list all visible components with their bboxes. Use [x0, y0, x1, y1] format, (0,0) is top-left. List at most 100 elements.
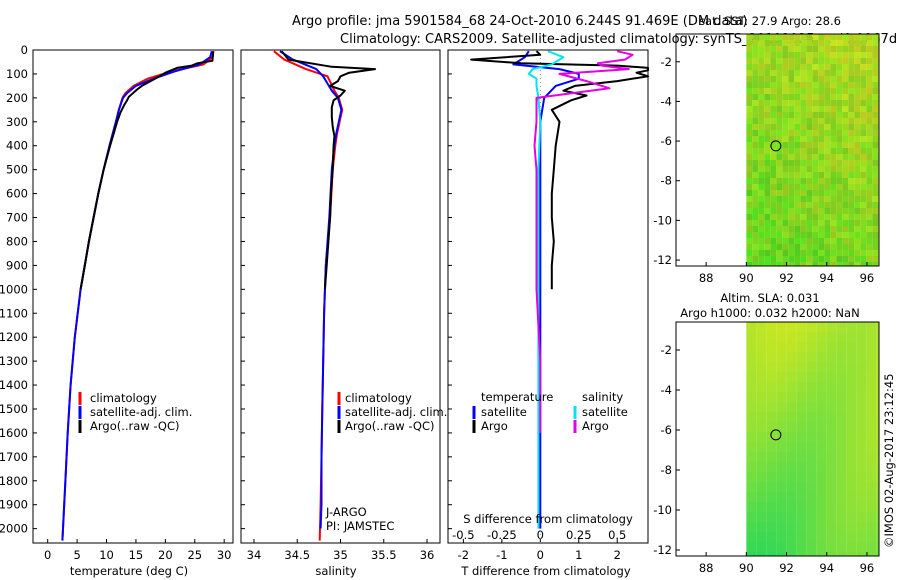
- map-cell: [756, 412, 767, 422]
- map-cell: [824, 46, 831, 52]
- map-cell: [848, 142, 855, 148]
- map-cell: [860, 244, 867, 250]
- map-cell: [856, 342, 867, 352]
- map-cell: [746, 256, 753, 262]
- map-cell: [866, 52, 873, 58]
- map-cell: [846, 502, 857, 512]
- map-cell: [806, 52, 813, 58]
- map-cell: [770, 202, 777, 208]
- map-cell: [824, 94, 831, 100]
- map-cell: [776, 70, 783, 76]
- map-cell: [824, 190, 831, 196]
- map-y-tick-label: -8: [661, 463, 672, 477]
- t-diff-tick-label: 0: [537, 548, 544, 562]
- map-cell: [866, 402, 877, 412]
- map-cell: [770, 40, 777, 46]
- sla-map: 88 90 92 94 96 -2 -4 -6 -8 -10 -12: [653, 321, 880, 575]
- map-cell: [776, 512, 787, 522]
- map-cell: [824, 256, 831, 262]
- map-cell: [806, 184, 813, 190]
- map-cell: [752, 220, 759, 226]
- map-cell: [872, 52, 879, 58]
- map-cell: [818, 202, 825, 208]
- map-cell: [776, 256, 783, 262]
- map-cell: [794, 34, 801, 40]
- map-cell: [846, 332, 857, 342]
- map-cell: [854, 202, 861, 208]
- map-cell: [786, 442, 797, 452]
- map-cell: [818, 70, 825, 76]
- map-cell: [776, 184, 783, 190]
- map-cell: [854, 58, 861, 64]
- map-cell: [848, 58, 855, 64]
- map-cell: [788, 52, 795, 58]
- map-cell: [860, 178, 867, 184]
- map-x-tick-label: 94: [819, 561, 834, 575]
- map-cell: [860, 214, 867, 220]
- map-cell: [794, 64, 801, 70]
- map-cell: [824, 88, 831, 94]
- map-cell: [770, 250, 777, 256]
- map-cell: [848, 172, 855, 178]
- map-cell: [796, 382, 807, 392]
- map-cell: [872, 46, 879, 52]
- map-cell: [758, 124, 765, 130]
- depth-tick-label: 500: [6, 163, 28, 177]
- map-cell: [806, 232, 813, 238]
- map-cell: [766, 372, 777, 382]
- map-cell: [746, 472, 757, 482]
- map-cell: [872, 94, 879, 100]
- map-cell: [836, 432, 847, 442]
- map-cell: [776, 382, 787, 392]
- map-cell: [824, 160, 831, 166]
- map-cell: [746, 502, 757, 512]
- map-cell: [796, 532, 807, 542]
- map-cell: [860, 166, 867, 172]
- map-cell: [876, 502, 879, 512]
- map-cell: [836, 70, 843, 76]
- map-cell: [854, 118, 861, 124]
- map-cell: [866, 40, 873, 46]
- map-cell: [818, 52, 825, 58]
- map-cell: [758, 88, 765, 94]
- salinity-panel-frame: [240, 49, 441, 544]
- map-cell: [770, 112, 777, 118]
- map-cell: [848, 178, 855, 184]
- map-cell: [794, 172, 801, 178]
- map-cell: [842, 154, 849, 160]
- temperature-tick-label: 30: [217, 548, 232, 562]
- map-cell: [766, 492, 777, 502]
- map-cell: [806, 208, 813, 214]
- map-cell: [876, 552, 879, 556]
- map-cell: [860, 208, 867, 214]
- map-cell: [836, 118, 843, 124]
- map-cell: [830, 184, 837, 190]
- map-cell: [848, 100, 855, 106]
- map-cell: [756, 362, 767, 372]
- map-cell: [776, 148, 783, 154]
- map-cell: [776, 100, 783, 106]
- map-cell: [872, 238, 879, 244]
- map-cell: [824, 40, 831, 46]
- map-cell: [776, 202, 783, 208]
- map-cell: [806, 106, 813, 112]
- map-cell: [866, 442, 877, 452]
- map-cell: [782, 172, 789, 178]
- map-cell: [776, 262, 783, 266]
- map-cell: [776, 124, 783, 130]
- map-cell: [806, 190, 813, 196]
- temperature-series-satellite-adj-clim-: [61, 50, 213, 541]
- sst-map: 88 90 92 94 96 -2 -4 -6 -8 -10 -12: [653, 33, 880, 285]
- map-cell: [860, 118, 867, 124]
- map-cell: [782, 124, 789, 130]
- map-cell: [794, 232, 801, 238]
- map-cell: [770, 196, 777, 202]
- legend-sat-label: satellite-adj. clim.: [90, 405, 192, 419]
- map-cell: [788, 142, 795, 148]
- map-cell: [782, 196, 789, 202]
- map-cell: [860, 196, 867, 202]
- map-cell: [758, 214, 765, 220]
- map-cell: [830, 226, 837, 232]
- map-cell: [846, 362, 857, 372]
- map-cell: [752, 64, 759, 70]
